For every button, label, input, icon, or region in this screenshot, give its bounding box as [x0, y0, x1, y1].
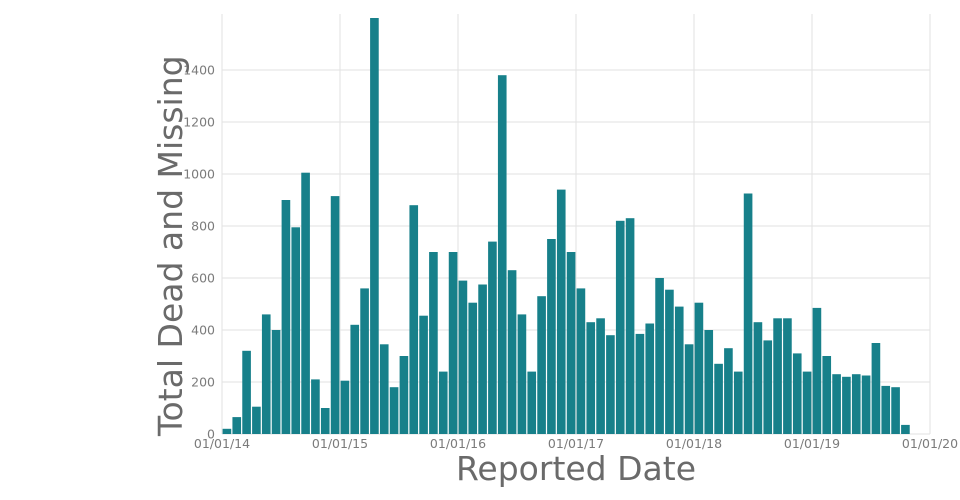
bar: [547, 239, 556, 434]
bar: [281, 200, 291, 434]
y-axis-tick-labels: 0 200 400 600 800 1000 1200 1400: [183, 63, 215, 442]
bar: [684, 344, 694, 434]
bar: [704, 330, 714, 434]
bar: [763, 340, 773, 434]
bar: [615, 220, 625, 434]
bar: [566, 252, 576, 434]
y-tick-label: 0: [207, 427, 215, 442]
bar: [871, 343, 881, 434]
bar: [242, 350, 251, 434]
y-tick-label: 1000: [183, 167, 215, 182]
gridlines: [221, 14, 931, 435]
x-tick-label: 01/01/14: [194, 436, 250, 451]
bar: [429, 252, 438, 434]
y-tick-label: 200: [191, 375, 215, 390]
bar: [665, 289, 674, 434]
bar: [360, 288, 369, 434]
bar: [271, 330, 281, 434]
bar: [674, 306, 684, 434]
bar: [606, 335, 615, 434]
bar: [261, 314, 271, 434]
bar: [537, 296, 546, 434]
y-tick-label: 1200: [183, 115, 215, 130]
bar: [655, 278, 664, 434]
bar: [232, 417, 242, 434]
bar: [783, 318, 792, 434]
bar: [861, 375, 871, 434]
bar: [645, 323, 655, 434]
bar: [576, 288, 586, 434]
bar: [802, 371, 812, 434]
bar: [438, 371, 448, 434]
bar: [753, 322, 763, 434]
bar: [320, 408, 330, 434]
bar: [842, 376, 851, 434]
x-tick-label: 01/01/17: [548, 436, 604, 451]
bar: [527, 371, 537, 434]
bar: [625, 218, 635, 434]
bar: [901, 424, 910, 434]
bar: [586, 322, 596, 434]
bar: [596, 318, 605, 434]
bar: [881, 385, 891, 434]
bar: [792, 353, 802, 434]
bar: [488, 241, 497, 434]
bar: [301, 172, 310, 434]
bar: [733, 371, 743, 434]
bar: [291, 227, 301, 434]
x-tick-label: 01/01/18: [666, 436, 722, 451]
bar: [832, 374, 841, 434]
bar: [370, 18, 379, 434]
bar: [517, 314, 527, 434]
y-tick-label: 600: [191, 271, 215, 286]
x-tick-label: 01/01/15: [312, 436, 368, 451]
y-tick-label: 800: [191, 219, 215, 234]
bar: [379, 344, 389, 434]
x-axis-title: Reported Date: [456, 449, 696, 488]
y-tick-label: 1400: [183, 63, 215, 78]
y-axis-title: Total Dead and Missing: [151, 55, 190, 437]
bar: [468, 302, 478, 434]
bar: [330, 196, 340, 434]
bar: [389, 387, 399, 434]
bar: [891, 387, 900, 434]
bar: [399, 356, 409, 434]
bar: [635, 333, 645, 434]
bar: [507, 270, 517, 434]
bar: [714, 363, 723, 434]
bar: [409, 205, 419, 434]
x-tick-label: 01/01/19: [784, 436, 840, 451]
bar: [812, 307, 822, 434]
bar: [694, 302, 704, 434]
bar: [311, 379, 320, 434]
bar: [743, 193, 753, 434]
bar-series: [222, 18, 910, 434]
bar: [340, 380, 350, 434]
y-tick-label: 400: [191, 323, 215, 338]
x-axis-tick-labels: 01/01/14 01/01/15 01/01/16 01/01/17 01/01/18…: [194, 436, 958, 451]
bar: [458, 280, 468, 434]
bar: [773, 318, 782, 434]
bar: [851, 374, 861, 434]
x-tick-label: 01/01/20: [902, 436, 958, 451]
bar: [478, 284, 487, 434]
bar: [724, 348, 733, 434]
bar: [222, 428, 232, 434]
bar: [448, 252, 458, 434]
bar: [252, 406, 261, 434]
bar: [419, 315, 428, 434]
bar: [350, 324, 360, 434]
bar: [497, 75, 507, 434]
x-tick-label: 01/01/16: [430, 436, 486, 451]
bar: [556, 189, 566, 434]
bar: [822, 356, 832, 434]
